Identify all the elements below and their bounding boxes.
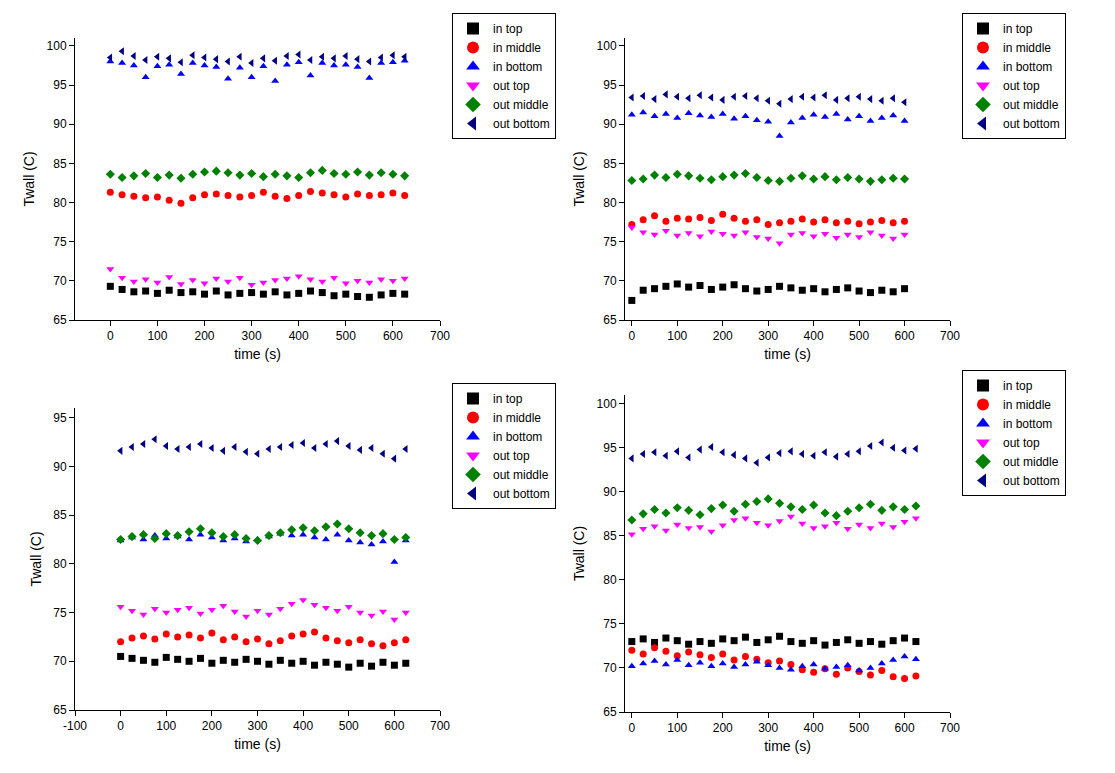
svg-text:in bottom: in bottom xyxy=(493,60,542,74)
svg-text:70: 70 xyxy=(53,654,67,668)
svg-text:time (s): time (s) xyxy=(764,738,811,754)
svg-text:in bottom: in bottom xyxy=(1003,417,1052,431)
svg-text:out top: out top xyxy=(493,79,530,93)
svg-text:65: 65 xyxy=(603,705,617,719)
svg-text:75: 75 xyxy=(53,606,67,620)
svg-text:600: 600 xyxy=(895,721,915,735)
svg-text:95: 95 xyxy=(603,441,617,455)
svg-text:out top: out top xyxy=(493,449,530,463)
svg-text:700: 700 xyxy=(430,719,450,733)
svg-text:80: 80 xyxy=(53,557,67,571)
svg-text:out bottom: out bottom xyxy=(1003,474,1060,488)
svg-text:85: 85 xyxy=(603,157,617,171)
svg-text:500: 500 xyxy=(336,329,356,343)
svg-text:200: 200 xyxy=(713,329,733,343)
svg-text:700: 700 xyxy=(940,329,960,343)
svg-text:Twall (C): Twall (C) xyxy=(571,526,587,581)
svg-text:in top: in top xyxy=(493,392,523,406)
svg-text:100: 100 xyxy=(597,39,617,53)
svg-text:Twall (C): Twall (C) xyxy=(28,531,44,586)
svg-text:in middle: in middle xyxy=(493,411,541,425)
svg-text:65: 65 xyxy=(53,313,67,327)
svg-text:80: 80 xyxy=(603,196,617,210)
svg-text:95: 95 xyxy=(603,78,617,92)
svg-text:400: 400 xyxy=(804,329,824,343)
svg-text:0: 0 xyxy=(107,329,114,343)
svg-text:70: 70 xyxy=(53,274,67,288)
svg-text:95: 95 xyxy=(53,411,67,425)
svg-text:85: 85 xyxy=(53,157,67,171)
svg-text:100: 100 xyxy=(667,721,687,735)
svg-text:out top: out top xyxy=(1003,436,1040,450)
svg-text:90: 90 xyxy=(603,485,617,499)
svg-text:500: 500 xyxy=(849,721,869,735)
svg-text:in top: in top xyxy=(1003,22,1033,36)
svg-text:in bottom: in bottom xyxy=(1003,60,1052,74)
svg-text:200: 200 xyxy=(202,719,222,733)
svg-text:95: 95 xyxy=(53,78,67,92)
svg-text:400: 400 xyxy=(293,719,313,733)
svg-text:90: 90 xyxy=(53,460,67,474)
svg-text:in top: in top xyxy=(493,22,523,36)
svg-text:80: 80 xyxy=(53,196,67,210)
svg-text:out middle: out middle xyxy=(493,468,549,482)
svg-text:0: 0 xyxy=(117,719,124,733)
svg-text:65: 65 xyxy=(53,703,67,717)
svg-text:500: 500 xyxy=(339,719,359,733)
svg-text:600: 600 xyxy=(384,719,404,733)
svg-text:in top: in top xyxy=(1003,379,1033,393)
svg-text:600: 600 xyxy=(895,329,915,343)
svg-text:300: 300 xyxy=(242,329,262,343)
svg-text:out top: out top xyxy=(1003,79,1040,93)
svg-text:out middle: out middle xyxy=(1003,455,1059,469)
svg-text:0: 0 xyxy=(628,721,635,735)
svg-text:85: 85 xyxy=(53,508,67,522)
svg-text:Twall (C): Twall (C) xyxy=(21,151,37,206)
svg-text:in middle: in middle xyxy=(1003,398,1051,412)
svg-text:85: 85 xyxy=(603,529,617,543)
svg-text:600: 600 xyxy=(383,329,403,343)
svg-text:out middle: out middle xyxy=(1003,98,1059,112)
svg-text:out bottom: out bottom xyxy=(493,487,550,501)
svg-text:in middle: in middle xyxy=(493,41,541,55)
svg-text:out bottom: out bottom xyxy=(1003,117,1060,131)
svg-text:time (s): time (s) xyxy=(234,736,281,752)
svg-text:in bottom: in bottom xyxy=(493,430,542,444)
svg-text:300: 300 xyxy=(247,719,267,733)
svg-text:100: 100 xyxy=(147,329,167,343)
svg-text:75: 75 xyxy=(603,235,617,249)
svg-text:-100: -100 xyxy=(63,719,87,733)
svg-text:75: 75 xyxy=(53,235,67,249)
svg-text:70: 70 xyxy=(603,274,617,288)
svg-text:70: 70 xyxy=(603,661,617,675)
svg-text:90: 90 xyxy=(603,117,617,131)
svg-text:700: 700 xyxy=(940,721,960,735)
svg-text:700: 700 xyxy=(430,329,450,343)
svg-text:80: 80 xyxy=(603,573,617,587)
svg-text:400: 400 xyxy=(289,329,309,343)
svg-text:400: 400 xyxy=(804,721,824,735)
svg-text:65: 65 xyxy=(603,313,617,327)
svg-text:300: 300 xyxy=(758,721,778,735)
svg-text:100: 100 xyxy=(597,397,617,411)
svg-text:0: 0 xyxy=(628,329,635,343)
svg-text:300: 300 xyxy=(758,329,778,343)
svg-text:100: 100 xyxy=(156,719,176,733)
svg-text:90: 90 xyxy=(53,117,67,131)
svg-text:time (s): time (s) xyxy=(764,346,811,362)
svg-text:in middle: in middle xyxy=(1003,41,1051,55)
svg-text:out middle: out middle xyxy=(493,98,549,112)
svg-text:out bottom: out bottom xyxy=(493,117,550,131)
svg-text:100: 100 xyxy=(47,39,67,53)
svg-text:time (s): time (s) xyxy=(234,346,281,362)
svg-text:100: 100 xyxy=(667,329,687,343)
svg-text:Twall (C): Twall (C) xyxy=(571,151,587,206)
svg-text:200: 200 xyxy=(195,329,215,343)
svg-text:500: 500 xyxy=(849,329,869,343)
svg-text:200: 200 xyxy=(713,721,733,735)
svg-text:75: 75 xyxy=(603,617,617,631)
